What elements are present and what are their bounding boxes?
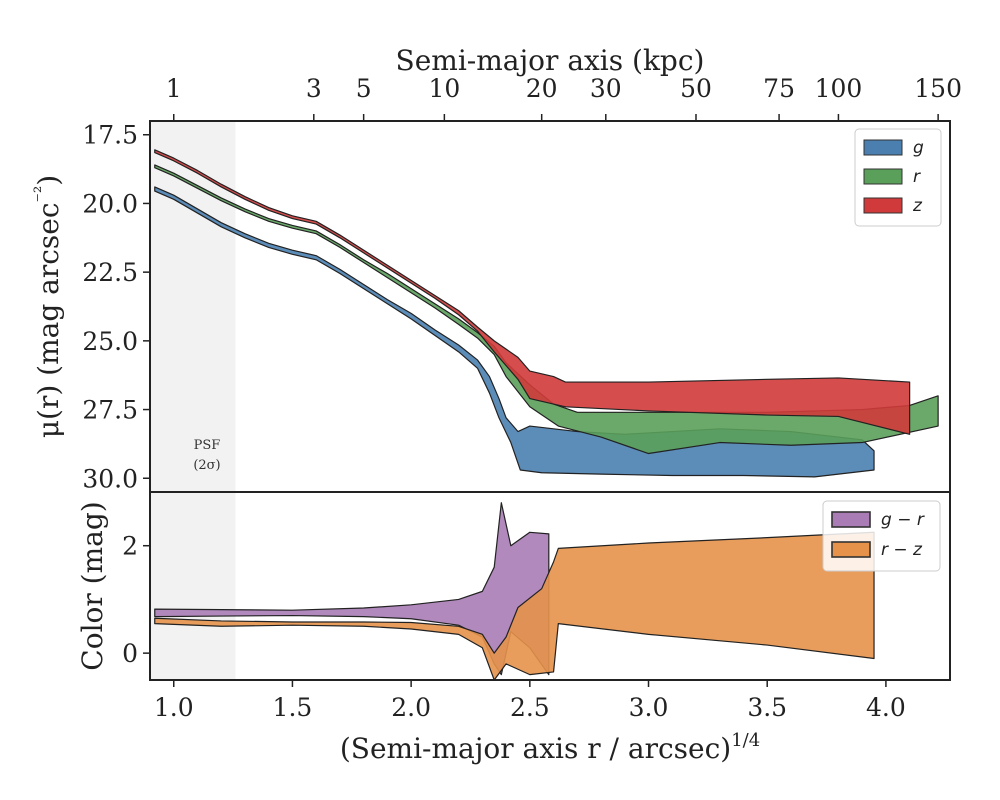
bottom-y-tick-label: 2 <box>122 532 138 561</box>
surface-brightness-series <box>154 149 939 478</box>
psf-region-bottom <box>150 492 236 680</box>
top-y-tick-label: 20.0 <box>82 189 138 218</box>
bottom-x-tick-label: 2.5 <box>510 693 550 722</box>
top-x-tick-label: 10 <box>428 74 460 103</box>
legend-swatch <box>863 168 903 185</box>
legend-swatch <box>863 139 903 156</box>
bottom-legend: g − r r − z <box>822 500 941 572</box>
bottom-plot-frame <box>149 491 951 681</box>
legend-swatch <box>863 197 903 214</box>
bottom-x-ticks: 1.0 1.5 2.0 2.5 3.0 3.5 4.0 <box>154 680 906 722</box>
top-y-axis-label-exponent: ⁻² <box>31 186 52 203</box>
psf-sigma-label: (2σ) <box>193 458 220 473</box>
bottom-x-tick-label: 1.0 <box>154 693 194 722</box>
bottom-y-axis-label: Color (mag) <box>76 501 109 670</box>
top-y-tick-label: 27.5 <box>82 396 138 425</box>
legend-label: r − z <box>881 540 923 560</box>
bottom-x-tick-label: 3.0 <box>629 693 669 722</box>
band-top-series-1 <box>154 164 939 455</box>
top-y-tick-label: 25.0 <box>82 327 138 356</box>
top-y-axis-label: μ(r) (mag arcsec⁻²) <box>31 175 65 438</box>
top-y-ticks: 17.5 20.0 22.5 25.0 27.5 30.0 <box>82 121 150 493</box>
color-panel: 02 1.0 1.5 2.0 2.5 3.0 3.5 4.0 (Semi-major axi… <box>76 491 951 765</box>
legend-label: r <box>913 167 921 187</box>
bottom-y-ticks: 02 <box>122 532 150 668</box>
psf-region <box>150 121 236 492</box>
band-top-series-2 <box>154 149 911 435</box>
bottom-x-tick-label: 2.0 <box>391 693 431 722</box>
top-x-tick-label: 5 <box>356 74 372 103</box>
bottom-x-tick-label: 1.5 <box>273 693 313 722</box>
legend-label: g − r <box>881 510 925 530</box>
band-bot-series-1 <box>154 531 875 680</box>
top-x-tick-label: 150 <box>914 74 962 103</box>
top-x-ticks: 1 3 5 10 20 30 50 75 100 150 <box>166 74 962 121</box>
surface-brightness-panel: 17.5 20.0 22.5 25.0 27.5 30.0 1 3 5 10 20 30 50 75 10… <box>31 44 962 493</box>
bottom-x-axis-label-exponent: 1/4 <box>731 730 760 751</box>
top-x-axis-label: Semi-major axis (kpc) <box>396 44 705 77</box>
legend-label: g <box>913 138 924 158</box>
top-y-axis-label-main: μ(r) (mag arcsec <box>32 202 65 438</box>
bottom-x-tick-label: 4.0 <box>866 693 906 722</box>
top-x-tick-label: 50 <box>680 74 712 103</box>
top-x-tick-label: 3 <box>306 74 322 103</box>
top-y-axis-label-close: ) <box>32 175 65 186</box>
top-x-tick-label: 100 <box>815 74 863 103</box>
top-x-tick-label: 75 <box>763 74 795 103</box>
top-x-tick-label: 30 <box>590 74 622 103</box>
bottom-x-axis-label-main: (Semi-major axis r / arcsec) <box>340 732 731 765</box>
top-y-tick-label: 22.5 <box>82 258 138 287</box>
top-x-tick-label: 1 <box>166 74 182 103</box>
bottom-x-axis-label: (Semi-major axis r / arcsec)1/4 <box>340 730 760 765</box>
psf-annotation: PSF (2σ) <box>193 438 220 473</box>
top-legend: grz <box>854 128 942 227</box>
legend-label: z <box>912 196 923 216</box>
color-series <box>154 502 875 680</box>
bottom-x-tick-label: 3.5 <box>747 693 787 722</box>
top-x-tick-label: 20 <box>526 74 558 103</box>
bottom-y-tick-label: 0 <box>122 639 138 668</box>
top-y-tick-label: 17.5 <box>82 121 138 150</box>
legend-swatch <box>831 541 871 558</box>
legend-swatch <box>831 511 871 528</box>
top-y-tick-label: 30.0 <box>82 464 138 493</box>
band-top-series-0 <box>154 186 875 478</box>
psf-label: PSF <box>194 438 221 453</box>
